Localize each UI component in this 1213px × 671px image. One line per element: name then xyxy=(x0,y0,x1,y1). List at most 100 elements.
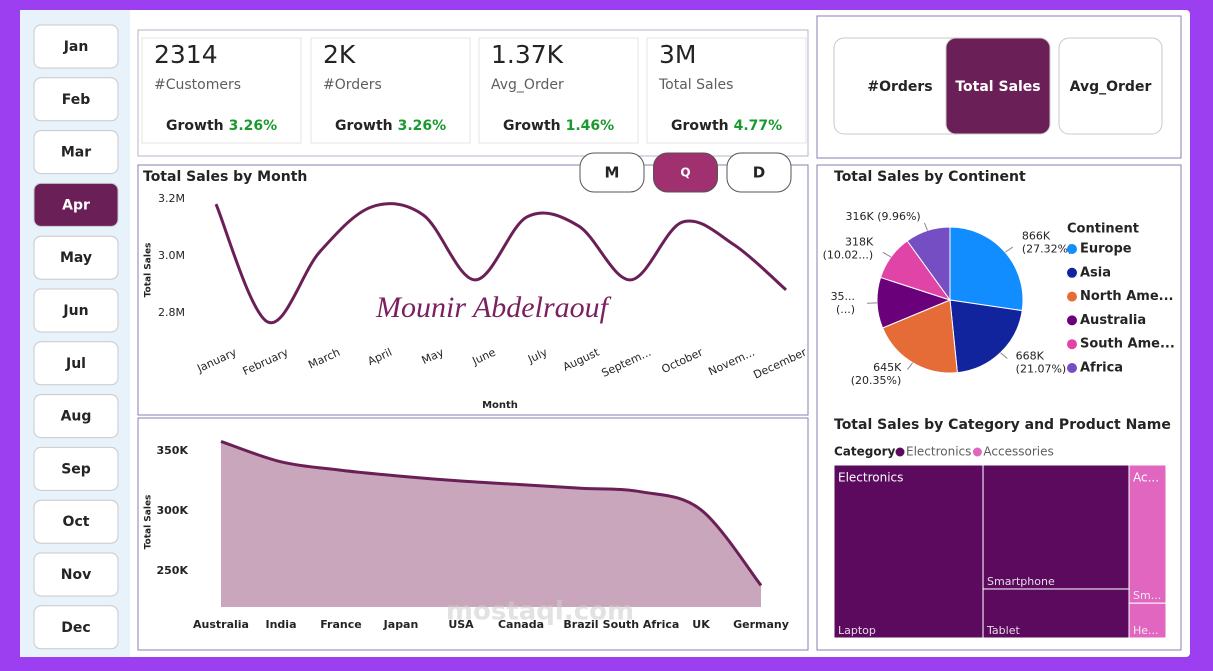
legend-label: Europe xyxy=(1080,242,1132,257)
kpi-growth: 4.77% xyxy=(734,118,783,134)
legend-marker xyxy=(972,447,982,457)
month-button[interactable]: Feb xyxy=(33,77,119,122)
period-button[interactable]: M xyxy=(579,152,645,193)
month-button[interactable]: Dec xyxy=(33,605,119,650)
month-button[interactable]: Oct xyxy=(33,499,119,544)
month-button[interactable]: Jul xyxy=(33,341,119,386)
period-label: D xyxy=(753,164,765,182)
x-tick-label: Australia xyxy=(193,618,249,631)
kpi-panel xyxy=(137,29,809,157)
legend-marker xyxy=(1067,267,1077,278)
kpi-card xyxy=(646,37,807,144)
month-label: Jul xyxy=(65,356,86,372)
kpi-card xyxy=(141,37,302,144)
treemap-cell xyxy=(1128,464,1167,604)
treemap-label: He... xyxy=(1133,624,1159,637)
chart-title: Total Sales by Category and Product Name xyxy=(834,417,1171,433)
metric-label: Avg_Order xyxy=(1070,79,1152,95)
treemap-cell xyxy=(982,588,1130,639)
period-button-bg xyxy=(653,152,718,193)
metric-button-bg xyxy=(945,37,1051,135)
month-label: Jun xyxy=(62,303,88,319)
month-label: Dec xyxy=(61,620,90,636)
period-button-bg xyxy=(579,152,645,193)
month-button[interactable]: Jan xyxy=(33,24,119,69)
y-axis-label: Total Sales xyxy=(144,495,154,550)
legend-marker xyxy=(1067,339,1077,350)
kpi-label: Total Sales xyxy=(658,77,733,93)
month-button[interactable]: Mar xyxy=(33,130,119,175)
kpi-growth-label: Growth xyxy=(671,118,729,134)
y-tick-label: 3.2M xyxy=(158,192,185,205)
treemap-cell xyxy=(833,464,984,639)
area-line xyxy=(220,439,763,587)
month-label: May xyxy=(60,250,92,266)
treemap-label: Laptop xyxy=(838,624,876,637)
y-tick-label: 2.8M xyxy=(158,306,185,319)
chart-title: Total Sales by Continent xyxy=(834,169,1026,185)
month-label: Jan xyxy=(63,39,89,55)
treemap-group-label: Electronics xyxy=(838,471,903,485)
month-button[interactable]: Jun xyxy=(33,288,119,333)
line-series xyxy=(214,202,787,325)
pie-data-label: 866K xyxy=(1022,230,1051,243)
legend-marker xyxy=(1067,315,1077,326)
month-label: Apr xyxy=(62,197,90,213)
toggle-panel xyxy=(816,15,1182,159)
y-tick-label: 300K xyxy=(157,504,189,517)
legend-label: Accessories xyxy=(983,445,1053,459)
month-button[interactable]: Nov xyxy=(33,552,119,597)
month-button-bg xyxy=(33,446,119,491)
kpi-label: #Customers xyxy=(154,77,241,93)
month-button-bg xyxy=(33,182,119,227)
month-button-bg xyxy=(33,130,119,175)
month-button[interactable]: Sep xyxy=(33,446,119,491)
month-label: Aug xyxy=(61,409,92,425)
legend-label: Electronics xyxy=(906,445,971,459)
month-button-bg xyxy=(33,499,119,544)
month-button[interactable]: Apr xyxy=(33,182,119,227)
pie-leader xyxy=(1000,352,1008,359)
metric-button[interactable]: #Orders xyxy=(833,37,967,135)
metric-button[interactable]: Avg_Order xyxy=(1058,37,1163,135)
area-fill xyxy=(221,441,761,607)
metric-button[interactable]: Total Sales xyxy=(945,37,1051,135)
pie-data-label: (21.07%) xyxy=(1016,362,1067,375)
x-tick-label: Canada xyxy=(498,618,544,631)
pie-leader xyxy=(1004,246,1014,253)
legend-title: Continent xyxy=(1067,222,1139,237)
month-button[interactable]: Aug xyxy=(33,394,119,439)
kpi-growth-label: Growth xyxy=(166,118,224,134)
treemap-label: Smartphone xyxy=(987,575,1055,588)
y-tick-label: 250K xyxy=(157,564,189,577)
x-tick-label: India xyxy=(266,618,297,631)
kpi-value: 2314 xyxy=(154,40,218,69)
month-button-bg xyxy=(33,552,119,597)
x-tick-label: Japan xyxy=(383,618,419,631)
legend-label: Africa xyxy=(1080,361,1123,376)
metric-button-bg xyxy=(1058,37,1163,135)
month-button[interactable]: May xyxy=(33,235,119,280)
legend-title: Category xyxy=(834,445,896,459)
legend-marker xyxy=(1067,244,1077,254)
period-label: M xyxy=(605,164,620,182)
treemap-label: Tablet xyxy=(986,624,1020,637)
pie-data-label: 645K xyxy=(873,361,902,374)
period-button-bg xyxy=(726,152,792,193)
legend-marker xyxy=(1067,291,1077,302)
month-button-bg xyxy=(33,394,119,439)
x-tick-label: USA xyxy=(448,618,474,631)
month-label: Nov xyxy=(61,567,91,583)
pie-leader xyxy=(923,222,928,231)
x-tick-label: UK xyxy=(692,618,710,631)
period-button[interactable]: D xyxy=(726,152,792,193)
kpi-value: 2K xyxy=(323,40,356,69)
kpi-card xyxy=(310,37,471,144)
month-button-bg xyxy=(33,288,119,333)
legend-label: Asia xyxy=(1080,265,1111,280)
treemap-cell xyxy=(1128,602,1167,639)
pie-data-label: 668K xyxy=(1016,349,1045,362)
metric-label: Total Sales xyxy=(955,79,1040,95)
period-button[interactable]: Q xyxy=(653,152,718,193)
